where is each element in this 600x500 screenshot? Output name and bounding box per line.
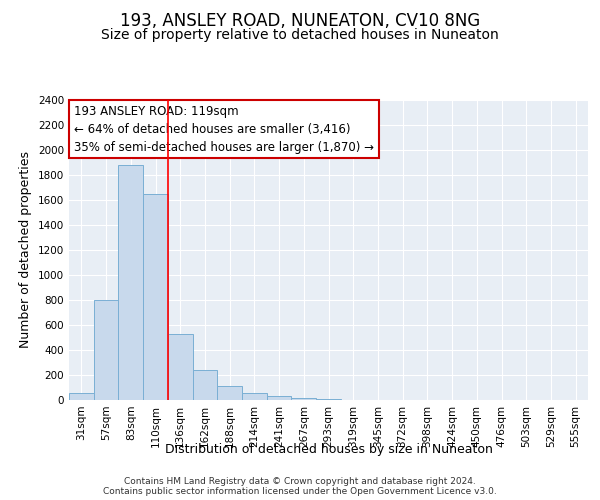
Bar <box>94 300 118 400</box>
Text: Contains HM Land Registry data © Crown copyright and database right 2024.: Contains HM Land Registry data © Crown c… <box>124 478 476 486</box>
Text: Contains public sector information licensed under the Open Government Licence v3: Contains public sector information licen… <box>103 488 497 496</box>
Bar <box>242 392 267 400</box>
Bar <box>292 398 316 400</box>
Text: Distribution of detached houses by size in Nuneaton: Distribution of detached houses by size … <box>165 442 493 456</box>
Bar <box>143 194 168 400</box>
Bar <box>217 386 242 400</box>
Bar <box>118 165 143 400</box>
Text: 193, ANSLEY ROAD, NUNEATON, CV10 8NG: 193, ANSLEY ROAD, NUNEATON, CV10 8NG <box>120 12 480 30</box>
Bar <box>267 396 292 400</box>
Text: 193 ANSLEY ROAD: 119sqm
← 64% of detached houses are smaller (3,416)
35% of semi: 193 ANSLEY ROAD: 119sqm ← 64% of detache… <box>74 104 374 154</box>
Text: Size of property relative to detached houses in Nuneaton: Size of property relative to detached ho… <box>101 28 499 42</box>
Bar <box>316 399 341 400</box>
Bar <box>69 392 94 400</box>
Y-axis label: Number of detached properties: Number of detached properties <box>19 152 32 348</box>
Bar <box>193 370 217 400</box>
Bar <box>168 334 193 400</box>
